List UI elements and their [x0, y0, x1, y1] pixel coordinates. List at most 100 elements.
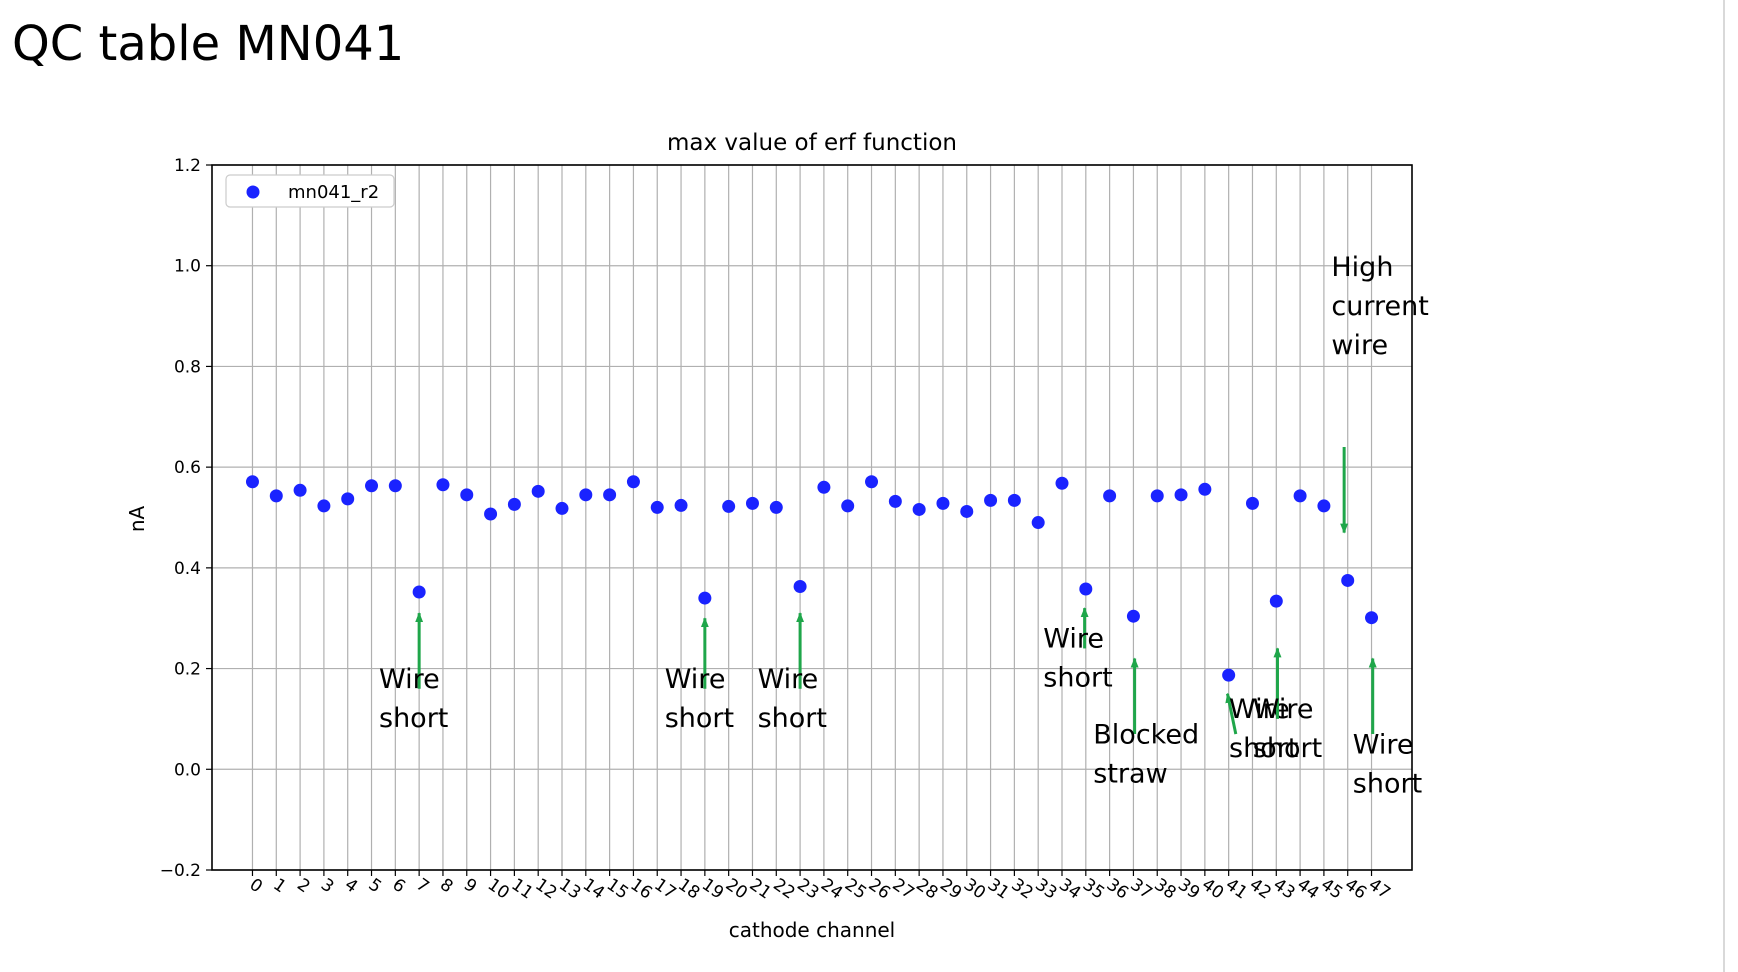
data-point: [388, 479, 402, 493]
data-point: [1317, 499, 1331, 513]
data-point: [365, 479, 379, 493]
legend-marker: [246, 185, 260, 199]
annotations: Wire short Wire short Wire short Wire short Bloc…: [379, 252, 1429, 799]
data-point: [912, 502, 926, 516]
data-point: [317, 499, 331, 513]
data-point: [1222, 668, 1236, 682]
x-tick-label: 2: [293, 875, 313, 898]
annotation-label: Wire: [758, 664, 819, 695]
data-point: [1007, 493, 1021, 507]
data-point: [1150, 489, 1164, 503]
y-tick-label: 0.8: [174, 357, 201, 377]
data-point: [1126, 609, 1140, 623]
data-point: [484, 507, 498, 521]
data-point: [412, 585, 426, 599]
y-tick-label: 0.6: [174, 458, 201, 478]
annotation-label: High: [1331, 252, 1393, 283]
annotation-label: Wire: [1253, 694, 1314, 725]
annotation-label: wire: [1331, 330, 1388, 361]
data-point: [579, 488, 593, 502]
y-tick-label: 1.2: [174, 156, 201, 176]
data-point: [865, 475, 879, 489]
data-point: [674, 498, 688, 512]
y-axis-label: nA: [125, 506, 149, 533]
data-point: [1198, 482, 1212, 496]
annotation-label: Wire: [1229, 694, 1290, 725]
annotation-label: Wire: [1043, 624, 1104, 655]
legend-box: [225, 174, 395, 208]
data-point: [245, 475, 259, 489]
annotation-label: Wire: [379, 664, 440, 695]
annotation-label: Blocked: [1093, 719, 1199, 750]
data-point: [269, 489, 283, 503]
slide-right-border: [1723, 0, 1725, 972]
annotation-label: straw: [1093, 758, 1167, 789]
data-points: [245, 475, 1379, 682]
data-point: [793, 579, 807, 593]
x-tick-label: 8: [436, 875, 456, 898]
data-point: [1269, 594, 1283, 608]
data-point: [1174, 488, 1188, 502]
annotation-label: short: [379, 703, 448, 734]
chart-title: max value of erf function: [667, 130, 957, 156]
annotation-label: short: [1043, 663, 1112, 694]
x-tick-label: 6: [388, 875, 408, 898]
data-point: [769, 500, 783, 514]
y-tick-label: 0.0: [174, 760, 201, 780]
data-point: [1103, 489, 1117, 503]
x-tick-label: 0: [246, 875, 266, 898]
data-point: [436, 478, 450, 492]
x-tick-label: 7: [412, 875, 432, 898]
annotation-label: short: [1253, 733, 1322, 764]
x-tick-label: 47: [1365, 875, 1394, 904]
annotation-label: short: [1229, 733, 1298, 764]
x-tick-label: 1: [269, 875, 289, 898]
data-point: [603, 488, 617, 502]
data-point: [460, 488, 474, 502]
data-point: [817, 480, 831, 494]
annotation-label: short: [665, 703, 734, 734]
x-tick-label: 3: [317, 875, 337, 898]
data-point: [888, 494, 902, 508]
data-point: [341, 492, 355, 506]
data-point: [722, 499, 736, 513]
data-point: [293, 483, 307, 497]
annotation-label: Wire: [665, 664, 726, 695]
legend: mn041_r2: [225, 174, 395, 208]
data-point: [960, 504, 974, 518]
x-tick-label: 9: [460, 875, 480, 898]
data-point: [1055, 476, 1069, 490]
annotation-label: Wire: [1353, 729, 1414, 760]
data-point: [984, 493, 998, 507]
data-point: [1341, 573, 1355, 587]
data-point: [555, 501, 569, 515]
page-title: QC table MN041: [12, 16, 405, 72]
data-point: [1079, 582, 1093, 596]
annotation-label: short: [758, 703, 827, 734]
x-tick-label: 5: [365, 875, 385, 898]
annotation-label: current: [1331, 291, 1428, 322]
annotation-arrow: [1225, 692, 1238, 735]
data-point: [936, 496, 950, 510]
y-tick-label: 0.2: [174, 660, 201, 680]
data-point: [531, 484, 545, 498]
data-point: [650, 500, 664, 514]
data-point: [1365, 611, 1379, 625]
data-point: [1031, 516, 1045, 530]
data-point: [626, 475, 640, 489]
data-point: [1245, 496, 1259, 510]
data-point: [841, 499, 855, 513]
data-point: [1293, 489, 1307, 503]
plot-frame: [211, 164, 1413, 871]
y-tick-label: −0.2: [160, 861, 201, 881]
annotation-label: short: [1353, 768, 1422, 799]
y-tick-label: 1.0: [174, 257, 201, 277]
legend-label: mn041_r2: [288, 182, 379, 203]
y-tick-label: 0.4: [174, 559, 201, 579]
data-point: [745, 496, 759, 510]
data-point: [698, 591, 712, 605]
x-tick-label: 4: [341, 875, 361, 898]
grid-lines: [212, 164, 1412, 871]
data-point: [507, 497, 521, 511]
